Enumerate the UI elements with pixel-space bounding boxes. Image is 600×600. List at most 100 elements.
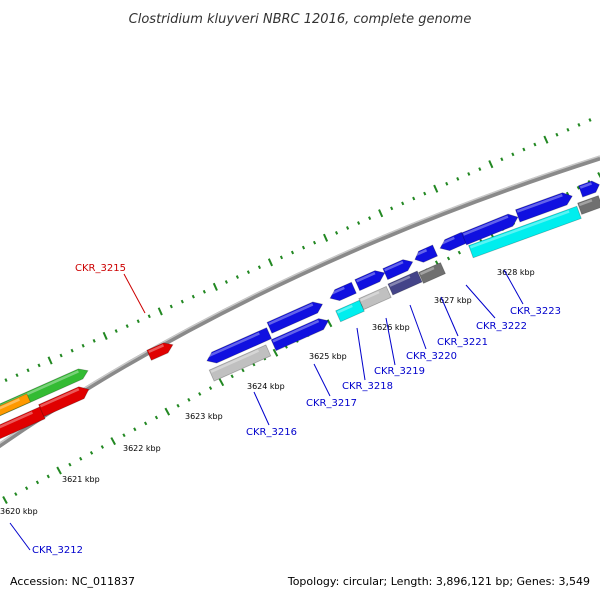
gene-callout[interactable]: CKR_3215 xyxy=(75,263,146,314)
callout-line xyxy=(440,296,459,337)
outer-bottom-tick xyxy=(35,480,40,485)
callout-line xyxy=(313,363,331,397)
feature-gray-1[interactable] xyxy=(208,344,272,382)
outer-top-tick xyxy=(102,331,108,340)
gene-label[interactable]: CKR_3223 xyxy=(510,306,561,317)
feature-red-left-1[interactable] xyxy=(0,406,46,443)
outer-bottom-tick xyxy=(79,456,83,461)
feature-slate-1[interactable] xyxy=(387,270,423,296)
outer-bottom-tick xyxy=(46,474,50,479)
kbp-scale: 3620 kbp 3621 kbp 3622 kbp 3623 kbp 3624 kbp… xyxy=(0,268,535,516)
feature-blue-b[interactable] xyxy=(461,211,521,246)
outer-bottom-tick xyxy=(56,466,62,475)
outer-top-tick xyxy=(81,343,85,348)
callout-line xyxy=(9,522,31,551)
outer-top-tick xyxy=(401,201,405,206)
outer-top-tick xyxy=(378,209,384,218)
gene-callout[interactable]: CKR_3223 xyxy=(503,269,561,317)
feature-ckr-3221[interactable] xyxy=(413,244,439,265)
outer-top-tick xyxy=(246,270,250,274)
feature-ckr-3222[interactable] xyxy=(438,231,467,254)
outer-top-tick xyxy=(522,147,526,152)
outer-bottom-tick xyxy=(68,462,72,467)
kbp-label: 3621 kbp xyxy=(62,475,100,484)
gene-label[interactable]: CKR_3212 xyxy=(32,545,83,556)
outer-bottom-tick xyxy=(576,185,581,190)
feature-ckr-3216[interactable] xyxy=(204,327,273,367)
feature-ckr-3217[interactable] xyxy=(270,315,331,352)
outer-bottom-tick xyxy=(198,392,202,396)
feature-blue-c[interactable] xyxy=(578,179,600,198)
gene-callout[interactable]: CKR_3212 xyxy=(9,522,83,556)
gene-callout[interactable]: CKR_3220 xyxy=(406,304,457,362)
gene-callout[interactable]: CKR_3219 xyxy=(374,317,425,377)
map-title: Clostridium kluyveri NBRC 12016, complet… xyxy=(129,12,472,27)
feature-orange-left[interactable] xyxy=(0,393,31,421)
outer-top-tick xyxy=(335,231,339,235)
feature-ckr-3218[interactable] xyxy=(328,281,357,304)
genome-backbone xyxy=(0,155,600,449)
outer-top-tick xyxy=(191,294,195,299)
outer-top-tick xyxy=(180,299,184,304)
feature-ckr-3223[interactable] xyxy=(515,190,575,223)
outer-bottom-tick xyxy=(143,421,148,426)
feature-ckr-3215[interactable] xyxy=(146,340,175,361)
outer-top-tick xyxy=(257,265,262,270)
gene-label[interactable]: CKR_3216 xyxy=(246,427,297,438)
outer-bottom-tick xyxy=(176,403,180,408)
outer-bottom-tick xyxy=(457,250,462,255)
outer-top-tick xyxy=(15,373,19,378)
kbp-label: 3625 kbp xyxy=(309,352,347,361)
feature-darkgray-2[interactable] xyxy=(577,195,600,215)
outer-top-tick xyxy=(533,142,537,147)
outer-top-tick xyxy=(467,172,471,176)
outer-top-tick xyxy=(390,206,394,211)
gene-callout[interactable]: CKR_3221 xyxy=(437,296,488,348)
gene-label[interactable]: CKR_3218 xyxy=(342,381,393,392)
outer-bottom-tick xyxy=(154,415,159,420)
outer-bottom-tick xyxy=(208,386,213,390)
outer-top-tick xyxy=(136,319,140,324)
gene-label[interactable]: CKR_3219 xyxy=(374,366,425,377)
feature-gray-2[interactable] xyxy=(358,285,392,311)
outer-top-tick xyxy=(543,135,549,144)
outer-top-tick xyxy=(433,184,439,193)
gene-callout[interactable]: CKR_3217 xyxy=(306,363,357,409)
outer-top-tick xyxy=(235,275,239,279)
feature-darkgray-1[interactable] xyxy=(418,262,446,284)
kbp-label: 3622 kbp xyxy=(123,444,161,453)
gene-callout[interactable]: CKR_3218 xyxy=(342,327,393,392)
outer-top-tick xyxy=(301,245,306,250)
gene-label[interactable]: CKR_3221 xyxy=(437,337,488,348)
outer-bottom-tick xyxy=(164,407,171,416)
outer-top-tick xyxy=(566,127,570,132)
outer-bottom-tick xyxy=(230,374,234,379)
gene-label[interactable]: CKR_3215 xyxy=(75,263,126,274)
feature-ckr-3219[interactable] xyxy=(354,267,387,292)
outer-top-tick xyxy=(4,378,8,382)
callout-line xyxy=(409,304,427,350)
kbp-label: 3626 kbp xyxy=(372,323,410,332)
feature-ckr-3220[interactable] xyxy=(382,256,415,281)
gene-label[interactable]: CKR_3222 xyxy=(476,321,527,332)
outer-bottom-tick xyxy=(565,191,570,196)
gene-callouts: CKR_3212 CKR_3215 CKR_3216 CKR_3217 CKR_3218… xyxy=(9,263,561,556)
feature-cyan-1[interactable] xyxy=(335,299,365,323)
genome-summary-text: Topology: circular; Length: 3,896,121 bp… xyxy=(287,575,590,588)
outer-top-tick xyxy=(147,314,151,319)
gene-callout[interactable]: CKR_3216 xyxy=(246,391,297,438)
feature-cyan-2[interactable] xyxy=(468,205,582,259)
kbp-label: 3620 kbp xyxy=(0,507,38,516)
outer-top-tick xyxy=(346,226,350,230)
gene-label[interactable]: CKR_3220 xyxy=(406,351,457,362)
gene-label[interactable]: CKR_3217 xyxy=(306,398,357,409)
feature-red-left-2[interactable] xyxy=(38,383,92,418)
feature-blue-a[interactable] xyxy=(266,299,325,334)
gene-callout[interactable]: CKR_3222 xyxy=(465,284,527,332)
callout-line xyxy=(385,317,396,366)
outer-top-tick xyxy=(267,258,274,267)
outer-top-tick xyxy=(169,304,173,309)
outer-bottom-tick xyxy=(241,368,245,373)
gene-features xyxy=(0,179,600,443)
outer-top-tick xyxy=(500,157,504,162)
